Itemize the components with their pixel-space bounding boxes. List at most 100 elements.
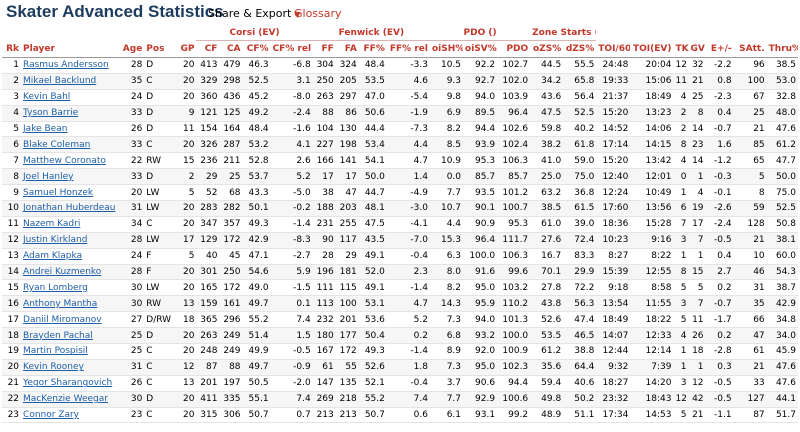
cell-age: 28	[120, 57, 145, 74]
cell-cf-pct: 50.5	[242, 375, 271, 392]
player-link[interactable]: Andrei Kuzmenko	[23, 267, 102, 278]
cell-toi-ev: 14:53	[630, 407, 674, 424]
column-header-pos[interactable]: Pos	[144, 40, 177, 58]
column-header-ff-pct-rel[interactable]: FF% rel	[386, 40, 430, 58]
cell-ozs-pct: 52.6	[530, 311, 564, 329]
cell-ff-pct-rel: -0.4	[386, 375, 430, 392]
cell-toi-60: 21:37	[596, 89, 631, 106]
column-header-ff[interactable]: FF	[312, 40, 336, 58]
player-link[interactable]: Ryan Lomberg	[23, 282, 88, 293]
player-link[interactable]: Kevin Bahl	[23, 92, 71, 103]
column-header-player[interactable]: Player	[21, 40, 121, 58]
player-link[interactable]: Rasmus Andersson	[23, 60, 109, 71]
cell-satt: 35	[733, 295, 767, 313]
player-link[interactable]: Brayden Pachal	[23, 330, 93, 341]
column-header-ca[interactable]: CA	[219, 40, 243, 58]
cell-age: 30	[120, 279, 145, 297]
cell-gp: 20	[176, 343, 197, 360]
cell-toi-60: 12:44	[596, 343, 631, 360]
cell-cf-pct-rel: -0.2	[270, 200, 313, 217]
player-cell: Adam Klapka	[21, 248, 121, 265]
cell-toi-ev: 8:58	[630, 279, 674, 297]
column-header-gv[interactable]: GV	[688, 40, 706, 58]
player-link[interactable]: Jonathan Huberdeau	[23, 203, 116, 214]
cell-cf-pct-rel: -6.8	[270, 57, 313, 74]
column-header-tk[interactable]: TK	[673, 40, 689, 58]
column-header-eplus-minus[interactable]: E+/-	[705, 40, 734, 58]
cell-cf: 315	[196, 407, 220, 424]
column-header-thru-pct[interactable]: Thru%	[766, 40, 798, 58]
cell-gp: 9	[176, 105, 197, 122]
player-link[interactable]: Kevin Rooney	[23, 362, 84, 373]
player-link[interactable]: Adam Klapka	[23, 251, 83, 262]
column-header-oisv-pct[interactable]: oiSV%	[463, 40, 498, 58]
player-cell: Joel Hanley	[21, 168, 121, 186]
cell-eplus-minus: -1.1	[705, 407, 734, 424]
cell-ff-pct: 49.1	[358, 279, 387, 297]
player-link[interactable]: Tyson Barrie	[23, 108, 79, 119]
cell-cf-pct-rel: 3.1	[270, 73, 313, 90]
player-link[interactable]: Samuel Honzek	[23, 187, 94, 198]
player-cell: Martin Pospisil	[21, 343, 121, 360]
player-link[interactable]: MacKenzie Weegar	[23, 394, 108, 405]
cell-rk: 21	[2, 375, 22, 392]
column-header-cf-pct[interactable]: CF%	[242, 40, 271, 58]
player-link[interactable]: Anthony Mantha	[23, 298, 98, 309]
cell-oisv-pct: 96.4	[463, 232, 498, 249]
cell-gv: 23	[688, 136, 706, 154]
player-link[interactable]: Mikael Backlund	[23, 76, 97, 87]
share-export-button[interactable]: Share & Export ▼	[208, 7, 300, 20]
player-link[interactable]: Nazem Kadri	[23, 219, 81, 230]
cell-tk: 5	[673, 311, 689, 329]
player-link[interactable]: Justin Kirkland	[23, 235, 88, 246]
player-link[interactable]: Yegor Sharangovich	[23, 378, 113, 389]
cell-cf: 201	[196, 375, 220, 392]
column-header-oish-pct[interactable]: oiSH%	[429, 40, 464, 58]
cell-toi-ev: 11:55	[630, 295, 674, 313]
cell-gv: 1	[688, 168, 706, 186]
cell-gv: 1	[688, 248, 706, 265]
player-link[interactable]: Joel Hanley	[23, 171, 74, 182]
player-link[interactable]: Daniil Miromanov	[23, 314, 102, 325]
player-link[interactable]: Blake Coleman	[23, 139, 91, 150]
cell-thru-pct: 61.2	[766, 136, 798, 154]
column-header-pdo[interactable]: PDO	[497, 40, 531, 58]
cell-toi-ev: 15:28	[630, 216, 674, 233]
column-header-cf-pct-rel[interactable]: CF% rel	[270, 40, 313, 58]
player-link[interactable]: Jake Bean	[23, 124, 68, 134]
column-header-ff-pct[interactable]: FF%	[358, 40, 387, 58]
player-cell: Brayden Pachal	[21, 327, 121, 345]
group-header-zone-starts: Zone Starts (EV)	[530, 26, 597, 41]
cell-toi-60: 13:54	[596, 295, 631, 313]
cell-satt: 67	[733, 89, 767, 106]
column-header-toi-ev[interactable]: TOI(EV)	[630, 40, 674, 58]
player-link[interactable]: Matthew Coronato	[23, 155, 106, 166]
cell-ff: 188	[312, 200, 336, 217]
column-header-dzs-pct[interactable]: dZS%	[563, 40, 597, 58]
column-header-gp[interactable]: GP	[176, 40, 197, 58]
cell-thru-pct: 42.9	[766, 295, 798, 313]
column-header-cf[interactable]: CF	[196, 40, 220, 58]
column-header-ozs-pct[interactable]: oZS%	[530, 40, 564, 58]
cell-toi-60: 15:39	[596, 264, 631, 281]
cell-cf-pct-rel: -0.9	[270, 359, 313, 376]
table-row: 20 Kevin Rooney 31 C 12 87 88 49.7 -0.9 61 55 52.6 1…	[2, 359, 798, 376]
cell-fa: 297	[335, 89, 359, 106]
cell-gv: 19	[688, 200, 706, 217]
player-link[interactable]: Martin Pospisil	[23, 346, 88, 357]
cell-eplus-minus: 0.2	[705, 327, 734, 345]
column-header-fa[interactable]: FA	[335, 40, 359, 58]
glossary-link[interactable]: Glossary	[294, 7, 342, 20]
column-header-toi-60[interactable]: TOI/60	[596, 40, 631, 58]
cell-ff: 213	[312, 407, 336, 424]
cell-oish-pct: 6.3	[429, 248, 464, 265]
cell-toi-60: 15:20	[596, 105, 631, 122]
cell-eplus-minus: -0.5	[705, 375, 734, 392]
player-link[interactable]: Connor Zary	[23, 410, 80, 421]
cell-oisv-pct: 94.0	[463, 89, 498, 106]
cell-pdo: 102.4	[497, 136, 531, 154]
cell-eplus-minus: 0.4	[705, 105, 734, 122]
column-header-satt[interactable]: SAtt.	[733, 40, 767, 58]
column-header-age[interactable]: Age	[120, 40, 145, 58]
column-header-rk[interactable]: Rk	[2, 40, 22, 58]
